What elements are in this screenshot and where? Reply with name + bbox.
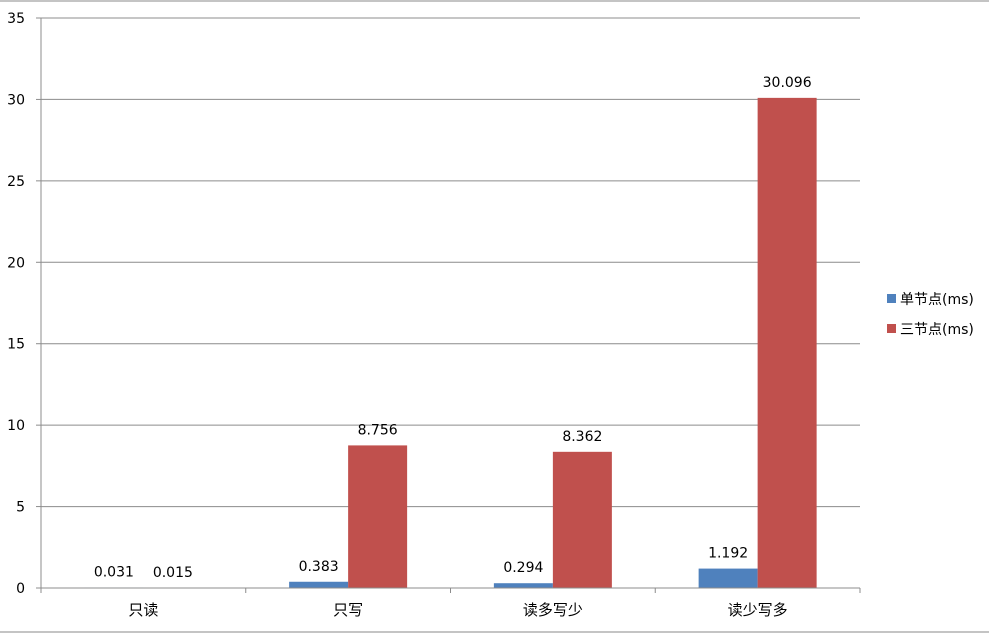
data-label: 0.015 <box>153 565 193 581</box>
legend-swatch <box>887 294 896 303</box>
y-tick-label: 25 <box>7 174 25 190</box>
data-label: 1.192 <box>708 546 748 562</box>
bar-three-node <box>552 451 612 588</box>
bar-single-node <box>289 581 349 588</box>
bar-single-node <box>698 568 758 588</box>
axes <box>40 18 861 593</box>
bar-three-node <box>348 445 408 588</box>
data-label: 8.362 <box>562 429 602 445</box>
legend-swatch <box>887 324 896 333</box>
y-tick-label: 35 <box>7 11 25 27</box>
x-category-label: 读多写少 <box>523 601 583 619</box>
data-labels: 0.031 0.015 0.383 8.756 0.294 8.362 1.192 30.09… <box>94 75 812 581</box>
x-axis-categories: 只读 只写 读多写少 读少写多 <box>128 601 787 619</box>
x-category-label: 读少写多 <box>728 601 788 619</box>
y-tick-label: 30 <box>7 92 25 108</box>
bars <box>84 97 817 588</box>
data-label: 30.096 <box>763 75 812 91</box>
y-tick-label: 15 <box>7 337 25 353</box>
bar-three-node <box>757 97 817 588</box>
data-label: 0.294 <box>503 560 543 576</box>
data-label: 0.383 <box>299 559 339 575</box>
y-axis-ticks: 0 5 10 15 20 25 30 35 <box>7 11 41 597</box>
y-tick-label: 20 <box>7 255 25 271</box>
data-label: 8.756 <box>358 422 398 438</box>
data-label: 0.031 <box>94 564 134 580</box>
legend-label: 三节点(ms) <box>900 322 974 338</box>
gridlines <box>41 17 860 508</box>
y-tick-label: 0 <box>16 581 25 597</box>
legend: 单节点(ms) 三节点(ms) <box>887 292 974 338</box>
x-category-label: 只读 <box>128 601 158 619</box>
bar-single-node <box>493 583 553 588</box>
x-category-label: 只写 <box>333 601 363 619</box>
y-tick-label: 10 <box>7 418 25 434</box>
legend-label: 单节点(ms) <box>900 292 974 308</box>
y-tick-label: 5 <box>16 500 25 516</box>
